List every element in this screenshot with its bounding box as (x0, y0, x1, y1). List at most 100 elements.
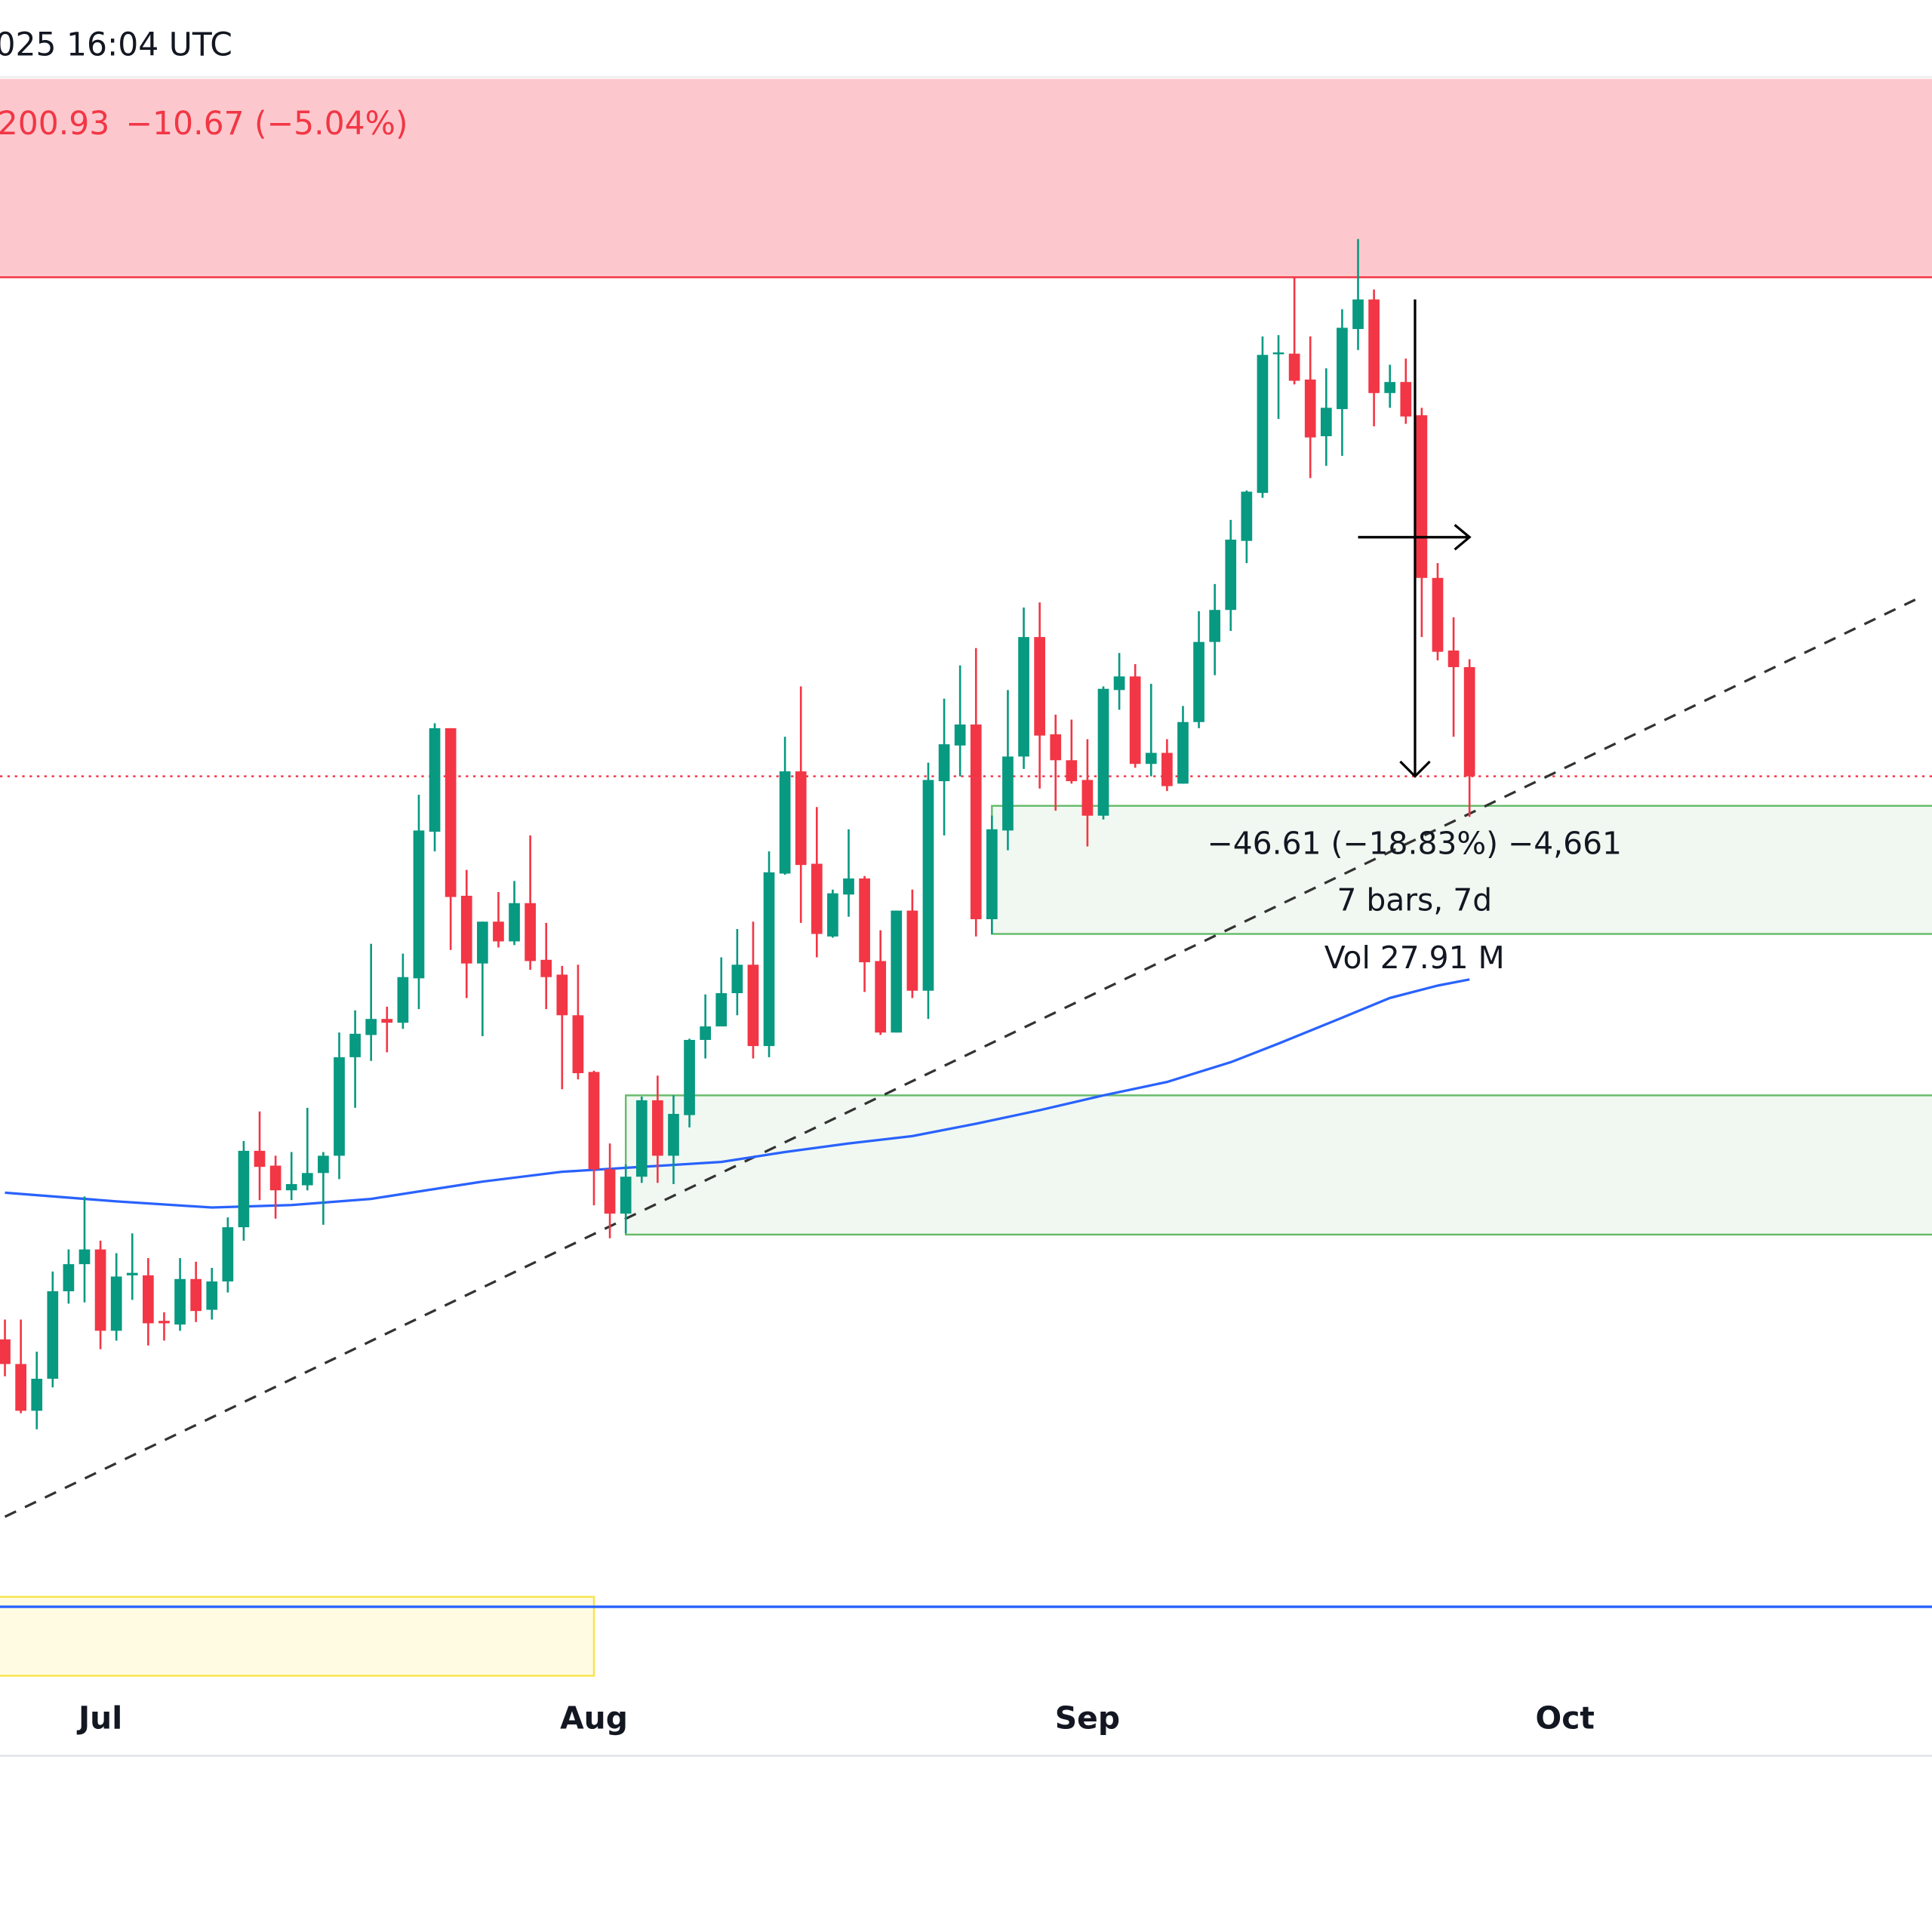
candle[interactable] (190, 1261, 202, 1322)
candle[interactable] (731, 928, 743, 1016)
candle[interactable] (556, 965, 568, 1090)
candle-body (525, 903, 536, 961)
candle[interactable] (1320, 368, 1332, 466)
candle[interactable] (47, 1271, 59, 1388)
candle[interactable] (906, 889, 918, 998)
candle[interactable] (954, 665, 966, 777)
candle[interactable] (1272, 335, 1284, 420)
candle[interactable] (143, 1257, 154, 1346)
candle[interactable] (652, 1075, 663, 1183)
candle[interactable] (1257, 336, 1269, 498)
candle-body (493, 921, 504, 942)
candle[interactable] (747, 921, 759, 1059)
yellow-zone[interactable] (0, 1595, 595, 1677)
candle[interactable] (318, 1152, 329, 1225)
candle[interactable] (1097, 686, 1109, 820)
candle[interactable] (684, 1038, 695, 1128)
candle[interactable] (334, 1032, 345, 1180)
candle[interactable] (15, 1319, 26, 1414)
candle[interactable] (1447, 617, 1460, 737)
candle[interactable] (349, 1010, 361, 1108)
candle[interactable] (269, 1155, 281, 1219)
candle[interactable] (1304, 336, 1316, 478)
candle[interactable] (635, 1097, 648, 1183)
candle[interactable] (285, 1152, 297, 1201)
candle[interactable] (126, 1233, 138, 1300)
candle[interactable] (222, 1217, 234, 1293)
time-axis[interactable]: Jul Aug Sep Oct (76, 1700, 1595, 1737)
candle[interactable] (827, 889, 838, 938)
candle[interactable] (1209, 583, 1221, 675)
candle[interactable] (970, 648, 982, 937)
candle[interactable] (365, 943, 377, 1061)
candle[interactable] (397, 953, 409, 1029)
candle[interactable] (779, 737, 791, 875)
candle[interactable] (1161, 739, 1173, 792)
candle[interactable] (429, 723, 441, 852)
candle[interactable] (1432, 563, 1444, 661)
candle[interactable] (1113, 653, 1125, 710)
candle[interactable] (78, 1196, 91, 1303)
candle[interactable] (94, 1241, 106, 1349)
candle[interactable] (301, 1107, 313, 1191)
candle[interactable] (700, 994, 712, 1059)
candle[interactable] (763, 851, 775, 1057)
candle[interactable] (811, 807, 823, 958)
candle[interactable] (540, 922, 552, 1010)
resistance-zone[interactable] (0, 78, 1932, 278)
candle[interactable] (795, 686, 807, 923)
candle[interactable] (1352, 238, 1364, 350)
candle[interactable] (986, 815, 998, 934)
candle[interactable] (413, 795, 425, 1010)
candle[interactable] (1368, 289, 1380, 426)
candle[interactable] (843, 829, 854, 917)
candle[interactable] (477, 921, 488, 1037)
candle[interactable] (1177, 706, 1189, 784)
candle[interactable] (620, 1164, 632, 1234)
candle[interactable] (922, 762, 934, 1020)
candle[interactable] (668, 1095, 679, 1184)
candle[interactable] (1050, 715, 1062, 811)
demand-zone-lower[interactable] (624, 1094, 1932, 1236)
candle[interactable] (1066, 719, 1078, 784)
candle[interactable] (1225, 519, 1237, 631)
candle[interactable] (31, 1351, 43, 1429)
candle[interactable] (1241, 490, 1253, 564)
candle[interactable] (1384, 365, 1396, 408)
candle[interactable] (588, 1070, 600, 1206)
candle[interactable] (1018, 607, 1029, 769)
candle[interactable] (1463, 659, 1475, 817)
candle[interactable] (445, 728, 457, 950)
candle[interactable] (493, 892, 504, 948)
candle[interactable] (1193, 611, 1204, 728)
candle[interactable] (1081, 739, 1094, 847)
candle[interactable] (1288, 277, 1300, 385)
candle[interactable] (891, 910, 903, 1033)
candle[interactable] (158, 1312, 170, 1341)
candle[interactable] (604, 1143, 616, 1238)
candle[interactable] (460, 869, 472, 998)
candle[interactable] (1034, 602, 1045, 789)
candle[interactable] (110, 1253, 122, 1341)
candle[interactable] (238, 1140, 250, 1241)
candle[interactable] (1002, 690, 1014, 851)
candle[interactable] (938, 698, 950, 835)
candle[interactable] (572, 964, 584, 1080)
candle[interactable] (509, 881, 520, 946)
candles-layer[interactable] (0, 238, 1475, 1429)
candle[interactable] (254, 1111, 266, 1201)
candle[interactable] (1400, 358, 1412, 424)
candle[interactable] (859, 875, 870, 992)
candle[interactable] (0, 1319, 11, 1377)
candle[interactable] (381, 1006, 393, 1053)
candle[interactable] (525, 835, 536, 970)
candle[interactable] (206, 1267, 218, 1320)
candle[interactable] (1129, 664, 1141, 768)
candle[interactable] (1145, 684, 1157, 777)
candle[interactable] (715, 957, 728, 1027)
candle[interactable] (63, 1249, 75, 1304)
candle[interactable] (1337, 309, 1348, 457)
candle[interactable] (174, 1257, 186, 1331)
candle[interactable] (875, 930, 887, 1035)
